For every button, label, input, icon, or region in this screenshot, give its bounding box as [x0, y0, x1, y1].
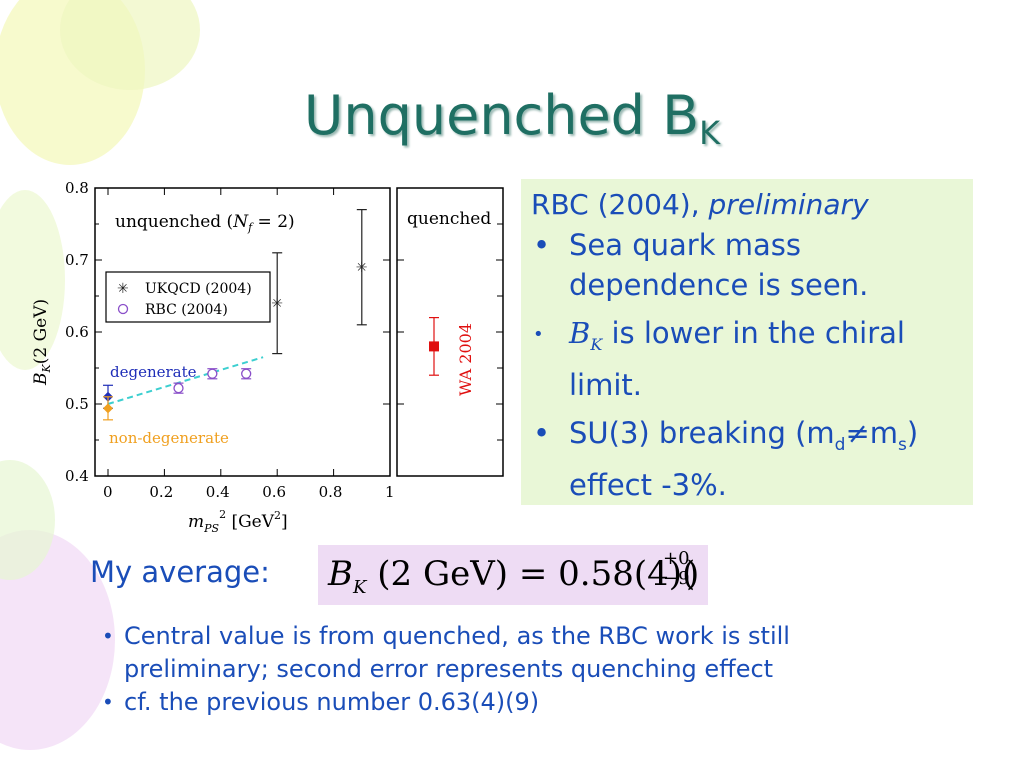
quenched-annotation: quenched	[407, 209, 491, 229]
x-tick-label: 0.2	[149, 483, 173, 501]
rbc-bullet-list: • Sea quark mass dependence is seen. • BK …	[531, 225, 963, 505]
y-axis-label: BK(2 GeV)	[31, 299, 53, 386]
rbc-bullet-2: • BK is lower in the chiral limit.	[533, 316, 905, 402]
wa2004-label: WA 2004	[456, 323, 475, 396]
bk-chart: 0.4 0.5 0.6 0.7 0.8 0 0.2 0.4 0.6 0.8 1 ✳ ✳ BK(2 Ge…	[31, 179, 504, 535]
note-item: • Central value is from quenched, as the …	[102, 622, 790, 683]
non-degenerate-label: non-degenerate	[109, 429, 229, 447]
y-tick-label: 0.5	[65, 395, 89, 413]
rbc-bullet-1: • Sea quark mass dependence is seen.	[533, 228, 869, 302]
x-axis-label: mPS2 [GeV2]	[188, 508, 288, 535]
non-degenerate-point	[103, 403, 113, 414]
x-tick-label: 0.6	[262, 483, 286, 501]
rbc-summary-box: RBC (2004), preliminary • Sea quark mass …	[521, 179, 973, 505]
chiral-fit-line	[107, 356, 264, 405]
y-tick-label: 0.6	[65, 323, 89, 341]
x-tick-label: 0.8	[319, 483, 343, 501]
rbc-2004-point	[173, 383, 184, 394]
formula-error-stack: +0 −9	[663, 548, 690, 589]
my-average-label: My average:	[90, 555, 270, 589]
notes-list: • Central value is from quenched, as the …	[102, 620, 942, 719]
ukqcd-2004-point: ✳	[271, 296, 283, 312]
x-tick-label: 1	[385, 483, 395, 501]
legend-ukqcd: UKQCD (2004)	[145, 281, 252, 297]
legend-rbc: RBC (2004)	[145, 302, 228, 318]
legend-circle-marker	[117, 303, 129, 315]
x-tick-label: 0.4	[206, 483, 230, 501]
rbc-2004-point	[207, 368, 218, 379]
unquenched-annotation: unquenched (Nf = 2)	[115, 212, 295, 234]
average-formula: BK (2 GeV) = 0.58(4)( +0 −9 )	[318, 545, 708, 605]
y-tick-label: 0.4	[65, 467, 89, 485]
quenched-plot-frame	[396, 187, 504, 477]
ukqcd-2004-point: ✳	[356, 260, 368, 276]
wa-2004-point	[429, 341, 439, 352]
note-item: • cf. the previous number 0.63(4)(9)	[102, 688, 540, 716]
y-tick-label: 0.8	[65, 179, 89, 197]
y-tick-label: 0.7	[65, 251, 89, 269]
degenerate-label: degenerate	[110, 363, 197, 381]
legend-star-marker: ✳	[117, 281, 129, 297]
rbc-heading: RBC (2004), preliminary	[531, 188, 869, 221]
chart-legend	[105, 271, 271, 323]
rbc-2004-point	[241, 368, 252, 379]
formula-expression: BK (2 GeV) = 0.58(4)(	[328, 554, 696, 598]
x-tick-label: 0	[103, 483, 113, 501]
rbc-bullet-3: • SU(3) breaking (md≠ms) effect -3%.	[533, 415, 919, 502]
slide-title: Unquenched BK	[303, 84, 721, 152]
